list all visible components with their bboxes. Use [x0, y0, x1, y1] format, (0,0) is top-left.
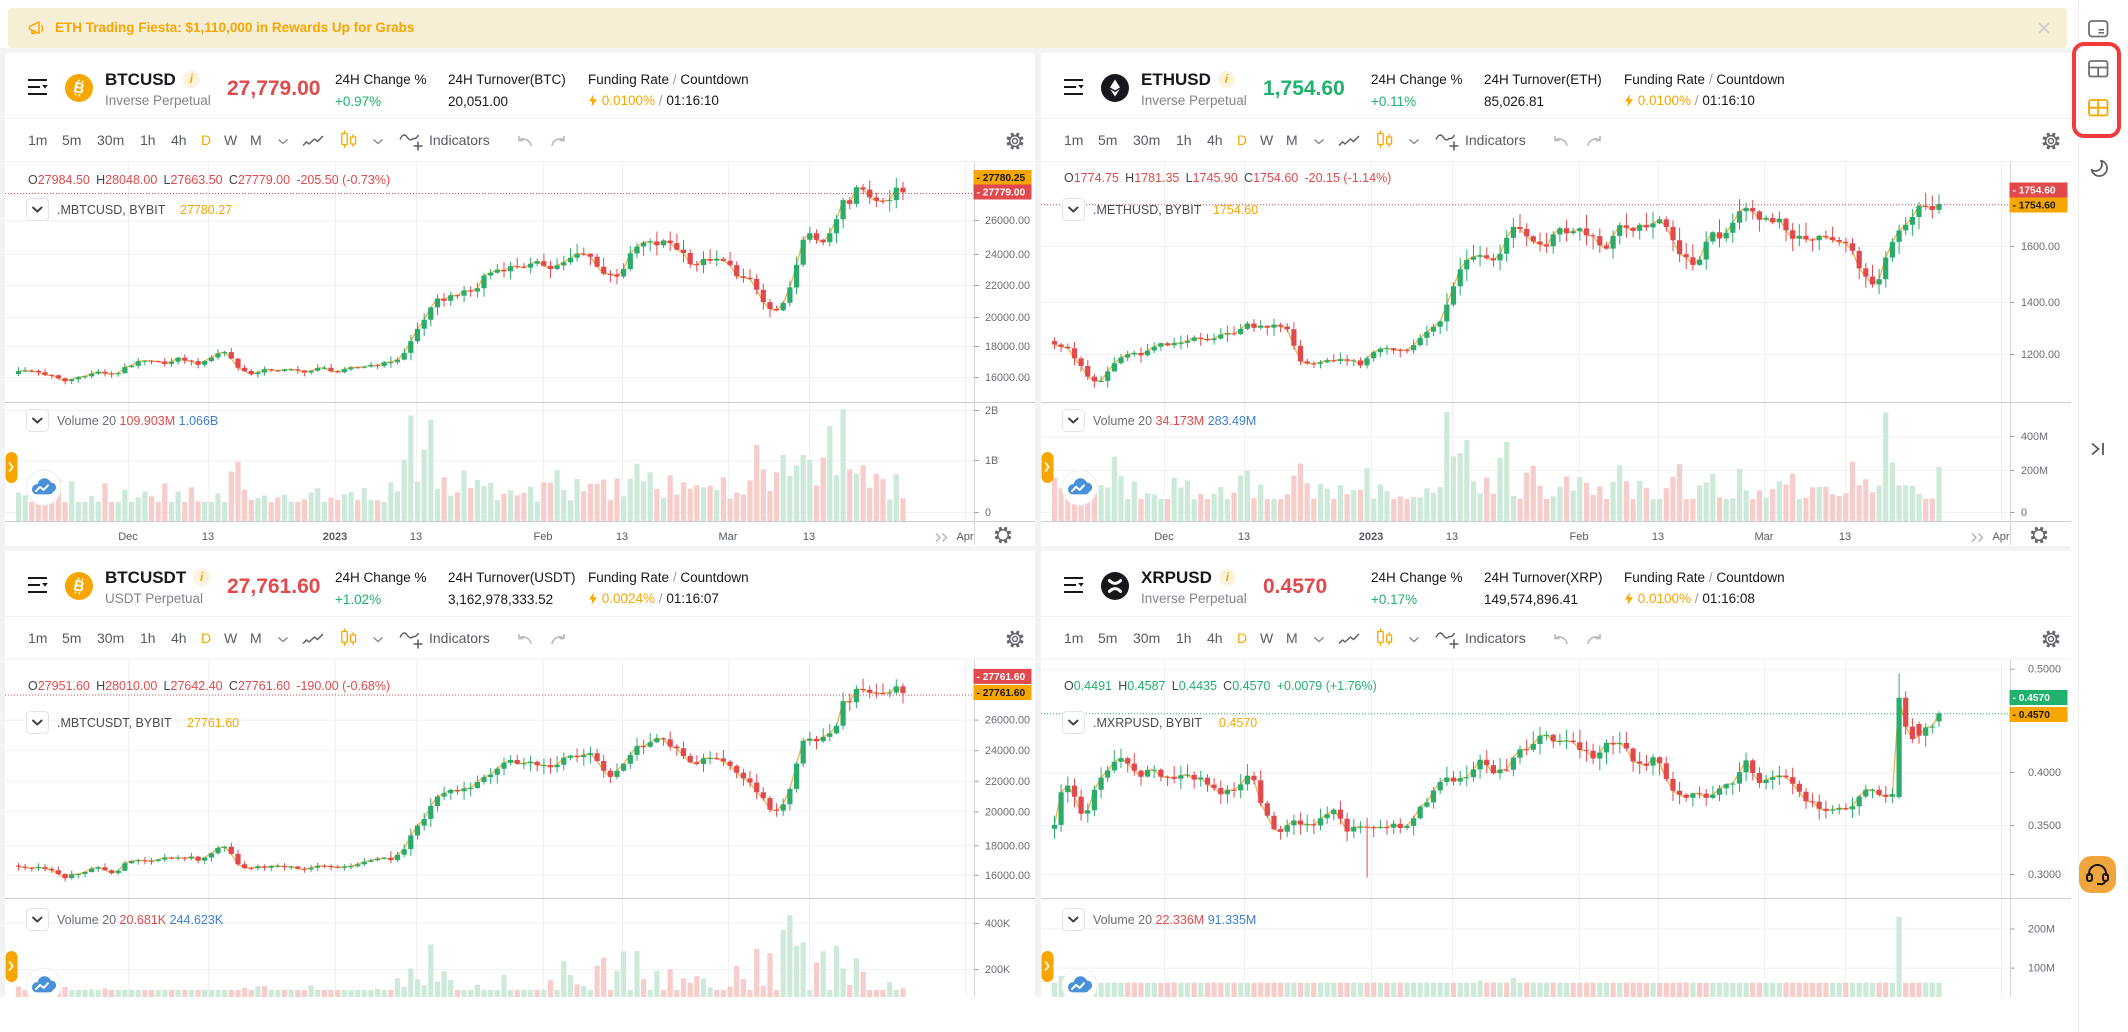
svg-text:200K: 200K: [985, 964, 1011, 976]
svg-text:0.5000: 0.5000: [2028, 664, 2061, 676]
svg-text:Mar: Mar: [719, 531, 738, 543]
svg-text:B: B: [72, 79, 87, 98]
svg-text:27780.27: 27780.27: [180, 203, 232, 217]
svg-text:2023: 2023: [323, 531, 347, 543]
svg-text:.MXRPUSD, BYBIT: .MXRPUSD, BYBIT: [1093, 716, 1202, 730]
svg-text:20000.00: 20000.00: [985, 312, 1030, 324]
svg-text:- 27779.00: - 27779.00: [977, 188, 1026, 199]
svg-text:22000.00: 22000.00: [985, 776, 1030, 788]
svg-text:- 0.4570: - 0.4570: [2013, 710, 2051, 721]
svg-text:0: 0: [2021, 507, 2027, 519]
svg-text:- 1754.60: - 1754.60: [2013, 186, 2056, 197]
svg-text:0.4570: 0.4570: [1219, 716, 1257, 730]
svg-text:- 0.4570: - 0.4570: [2013, 693, 2051, 704]
svg-text:22000.00: 22000.00: [985, 280, 1030, 292]
svg-text:13: 13: [1652, 531, 1664, 543]
svg-text:.METHUSD, BYBIT: .METHUSD, BYBIT: [1093, 203, 1202, 217]
svg-text:Dec: Dec: [118, 531, 138, 543]
svg-text:1200.00: 1200.00: [2021, 349, 2060, 361]
svg-text:Volume 20 34.173M 283.49M: Volume 20 34.173M 283.49M: [1093, 414, 1256, 428]
svg-text:O0.4491 H0.4587 L0.4435 C0.457: O0.4491 H0.4587 L0.4435 C0.4570 +0.0079 …: [1064, 679, 1377, 693]
svg-text:Dec: Dec: [1154, 531, 1174, 543]
svg-text:O27984.50 H28048.00 L27663.50: O27984.50 H28048.00 L27663.50 C27779.00 …: [28, 173, 390, 187]
svg-text:27761.60: 27761.60: [187, 716, 239, 730]
svg-text:O1774.75 H1781.35 L1745.90 C17: O1774.75 H1781.35 L1745.90 C1754.60 -20.…: [1064, 171, 1391, 185]
svg-text:18000.00: 18000.00: [985, 840, 1030, 852]
svg-text:- 1754.60: - 1754.60: [2013, 201, 2056, 212]
svg-text:16000.00: 16000.00: [985, 870, 1030, 882]
svg-text:1600.00: 1600.00: [2021, 241, 2060, 253]
svg-text:26000.00: 26000.00: [985, 215, 1030, 227]
svg-text:0.4000: 0.4000: [2028, 767, 2061, 779]
svg-text:2023: 2023: [1359, 531, 1383, 543]
svg-text:13: 13: [1839, 531, 1851, 543]
svg-text:- 27761.60: - 27761.60: [977, 688, 1026, 699]
svg-text:400M: 400M: [2021, 431, 2048, 443]
svg-text:13: 13: [616, 531, 628, 543]
svg-text:100M: 100M: [2028, 963, 2055, 975]
svg-text:Apr: Apr: [956, 531, 973, 543]
svg-text:2B: 2B: [985, 405, 998, 417]
svg-text:26000.00: 26000.00: [985, 715, 1030, 727]
svg-text:13: 13: [803, 531, 815, 543]
svg-text:20000.00: 20000.00: [985, 806, 1030, 818]
svg-text:Volume 20 109.903M 1.066B: Volume 20 109.903M 1.066B: [57, 414, 218, 428]
svg-text:400K: 400K: [985, 918, 1011, 930]
svg-text:Apr: Apr: [1992, 531, 2009, 543]
svg-text:13: 13: [1238, 531, 1250, 543]
svg-text:24000.00: 24000.00: [985, 745, 1030, 757]
svg-text:200M: 200M: [2021, 465, 2048, 477]
svg-text:13: 13: [202, 531, 214, 543]
svg-text:24000.00: 24000.00: [985, 249, 1030, 261]
svg-text:18000.00: 18000.00: [985, 341, 1030, 353]
svg-text:16000.00: 16000.00: [985, 372, 1030, 384]
svg-text:B: B: [72, 577, 87, 596]
svg-text:0: 0: [985, 507, 991, 519]
svg-text:Feb: Feb: [534, 531, 553, 543]
svg-text:200M: 200M: [2028, 924, 2055, 936]
svg-text:1754.60: 1754.60: [1213, 203, 1258, 217]
svg-text:1400.00: 1400.00: [2021, 297, 2060, 309]
svg-text:Mar: Mar: [1755, 531, 1774, 543]
svg-text:- 27780.25: - 27780.25: [977, 173, 1026, 184]
svg-text:O27951.60 H28010.00 L27642.40: O27951.60 H28010.00 L27642.40 C27761.60 …: [28, 679, 390, 693]
svg-text:13: 13: [1446, 531, 1458, 543]
svg-text:Volume 20 20.681K 244.623K: Volume 20 20.681K 244.623K: [57, 913, 224, 927]
svg-text:Feb: Feb: [1570, 531, 1589, 543]
svg-text:.MBTCUSDT, BYBIT: .MBTCUSDT, BYBIT: [57, 716, 172, 730]
svg-text:1B: 1B: [985, 455, 998, 467]
svg-text:- 27761.60: - 27761.60: [977, 672, 1026, 683]
svg-text:0.3500: 0.3500: [2028, 820, 2061, 832]
svg-text:.MBTCUSD, BYBIT: .MBTCUSD, BYBIT: [57, 203, 166, 217]
svg-text:Volume 20 22.336M 91.335M: Volume 20 22.336M 91.335M: [1093, 913, 1256, 927]
svg-text:13: 13: [410, 531, 422, 543]
svg-text:0.3000: 0.3000: [2028, 869, 2061, 881]
